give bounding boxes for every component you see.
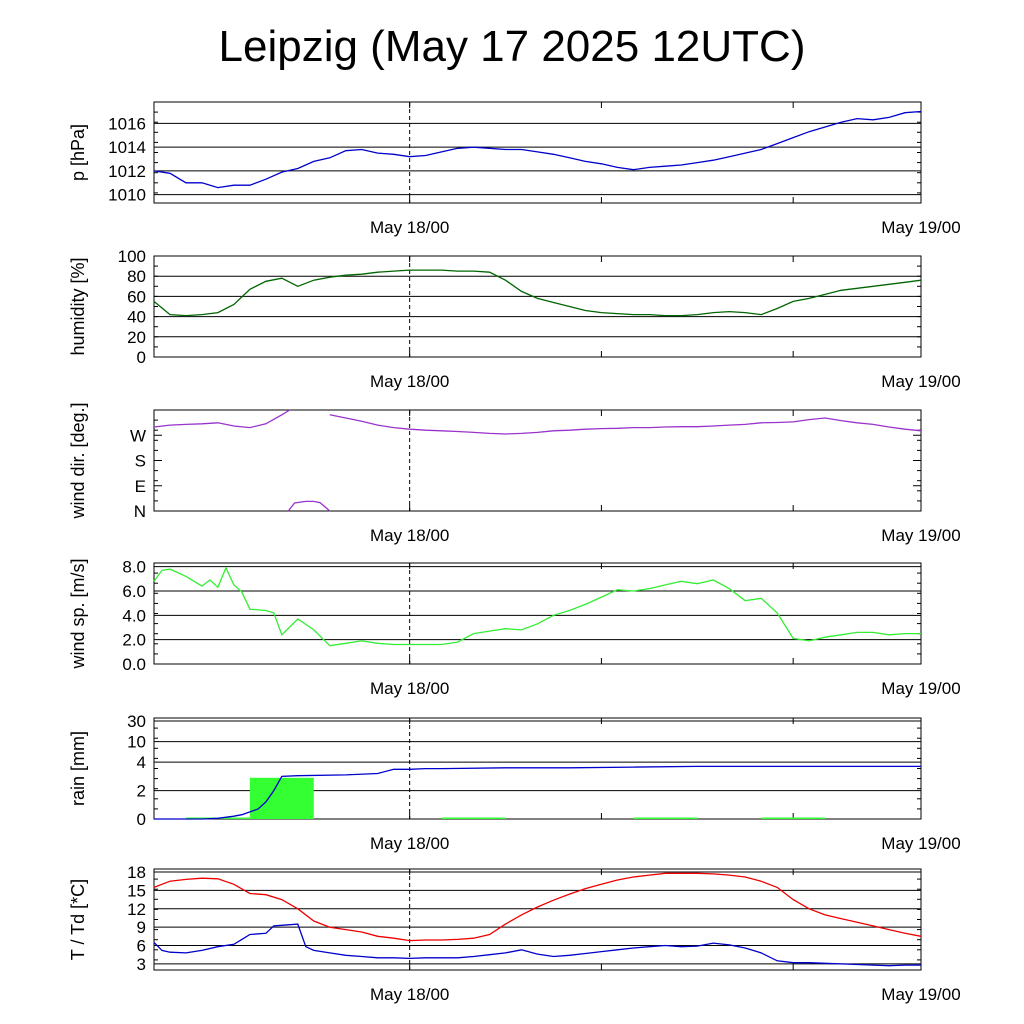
y-tick-label: 0 — [137, 810, 146, 829]
series-line — [153, 872, 922, 942]
x-tick-label: May 18/00 — [370, 218, 449, 237]
y-tick-label: 2.0 — [122, 631, 146, 650]
y-tick-label: 0 — [137, 348, 146, 367]
y-tick-label: 100 — [118, 247, 146, 266]
y-axis-label: T / Td [*C] — [68, 879, 88, 960]
series-line — [153, 566, 921, 647]
y-tick-label: 8.0 — [122, 558, 146, 577]
y-axis-label: rain [mm] — [68, 731, 88, 806]
x-tick-label: May 19/00 — [881, 218, 960, 237]
y-tick-label: 15 — [127, 881, 146, 900]
x-tick-label: May 19/00 — [881, 985, 960, 1004]
y-tick-label: W — [130, 426, 146, 445]
y-tick-label: 60 — [127, 287, 146, 306]
x-tick-label: May 19/00 — [881, 372, 960, 391]
series-line — [287, 500, 331, 512]
y-tick-label: 12 — [127, 900, 146, 919]
y-tick-label: 10 — [127, 733, 146, 752]
y-tick-label: 40 — [127, 308, 146, 327]
panel-frame — [153, 562, 922, 665]
y-axis-label: humidity [%] — [68, 257, 88, 355]
x-tick-label: May 18/00 — [370, 372, 449, 391]
y-axis-label: wind dir. [deg.] — [68, 402, 88, 519]
y-tick-label: 6.0 — [122, 582, 146, 601]
y-tick-label: N — [134, 502, 146, 521]
x-tick-label: May 18/00 — [370, 834, 449, 853]
x-tick-label: May 18/00 — [370, 985, 449, 1004]
x-tick-label: May 19/00 — [881, 834, 960, 853]
series-line — [153, 269, 922, 317]
y-tick-label: 4.0 — [122, 606, 146, 625]
y-tick-label: 9 — [137, 918, 146, 937]
x-tick-label: May 18/00 — [370, 526, 449, 545]
x-tick-label: May 19/00 — [881, 679, 960, 698]
y-tick-label: 4 — [137, 753, 146, 772]
series-line — [153, 923, 921, 967]
series-line — [154, 765, 921, 820]
y-axis-label: p [hPa] — [68, 124, 88, 181]
panel-frame — [153, 409, 922, 512]
y-tick-label: S — [135, 452, 146, 471]
series-line — [329, 414, 922, 435]
rain-bar — [761, 817, 826, 819]
y-tick-label: E — [135, 477, 146, 496]
y-tick-label: 80 — [127, 267, 146, 286]
y-tick-label: 1010 — [108, 186, 146, 205]
chart-title: Leipzig (May 17 2025 12UTC) — [218, 22, 806, 71]
y-tick-label: 1014 — [108, 138, 146, 157]
y-tick-label: 0.0 — [122, 655, 146, 674]
y-tick-label: 1012 — [108, 162, 146, 181]
panel-frame — [153, 868, 922, 971]
rain-bar — [441, 817, 506, 819]
x-tick-label: May 19/00 — [881, 526, 960, 545]
y-tick-label: 2 — [137, 782, 146, 801]
series-line — [153, 110, 922, 189]
y-tick-label: 18 — [127, 863, 146, 882]
y-tick-label: 30 — [127, 712, 146, 731]
x-tick-label: May 18/00 — [370, 679, 449, 698]
y-tick-label: 3 — [137, 955, 146, 974]
y-tick-label: 20 — [127, 328, 146, 347]
rain-bar — [249, 777, 314, 819]
y-tick-label: 6 — [137, 937, 146, 956]
y-tick-label: 1016 — [108, 114, 146, 133]
y-axis-label: wind sp. [m/s] — [68, 558, 88, 669]
panel-frame — [153, 255, 922, 358]
rain-bar — [633, 817, 698, 819]
series-line — [153, 409, 291, 429]
